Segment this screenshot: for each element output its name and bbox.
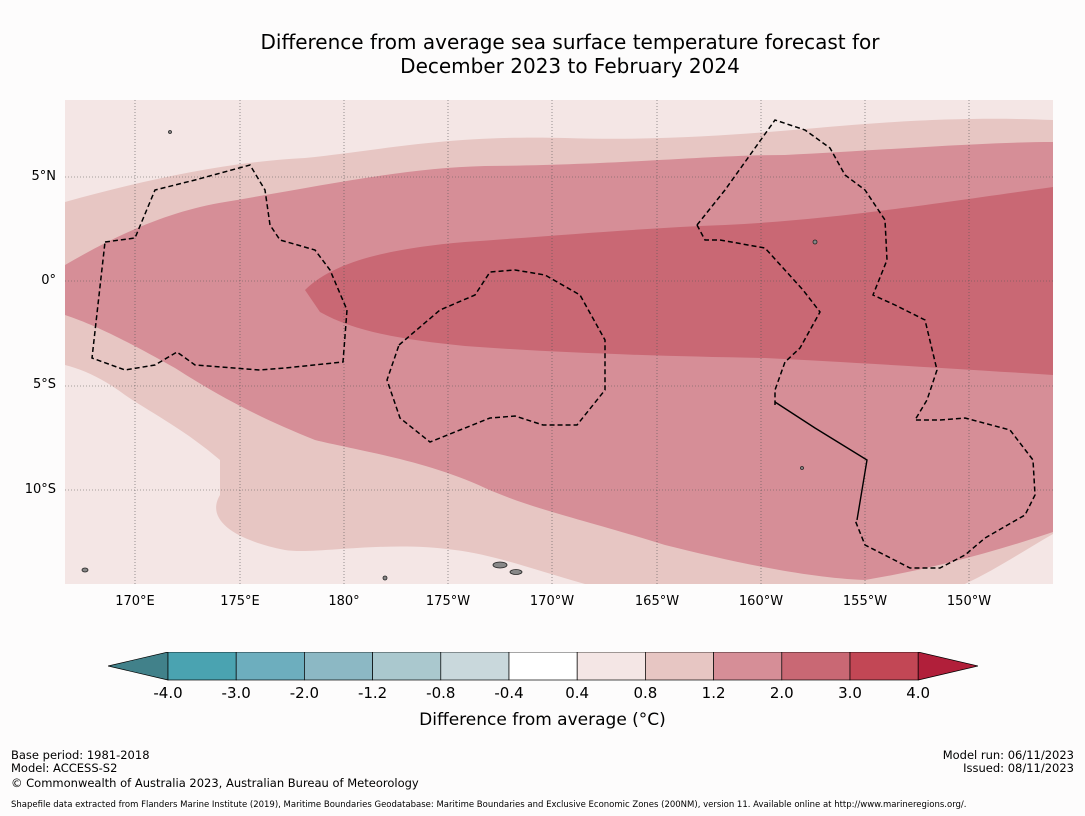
eez-line-islands xyxy=(696,224,821,405)
footer-right: Model run: 06/11/2023 Issued: 08/11/2023 xyxy=(943,749,1074,775)
lon-label-155w: 155°W xyxy=(842,594,888,609)
model-name: Model: ACCESS-S2 xyxy=(11,761,118,775)
map-title: Difference from average sea surface temp… xyxy=(0,30,1085,78)
copyright: © Commonwealth of Australia 2023, Austra… xyxy=(11,776,419,790)
lat-label-10s: 10°S xyxy=(24,482,56,497)
colorbar-cell xyxy=(508,652,578,681)
model-run: Model run: 06/11/2023 xyxy=(942,748,1074,762)
title-line-1: Difference from average sea surface temp… xyxy=(260,30,880,54)
colorbar-tick: 0.4 xyxy=(565,684,590,702)
colorbar-tick: -0.4 xyxy=(494,684,524,702)
colorbar-cell xyxy=(713,652,783,681)
contour-band-2-0 xyxy=(305,187,1053,375)
colorbar-cell xyxy=(235,652,305,681)
colorbar-cell xyxy=(372,652,442,681)
colorbar-tick: -4.0 xyxy=(153,684,183,702)
colorbar-tick: 0.8 xyxy=(633,684,658,702)
colorbar-tick: 1.2 xyxy=(701,684,726,702)
lon-label-180: 180° xyxy=(328,594,360,609)
colorbar-tick: 4.0 xyxy=(906,684,931,702)
colorbar-tick: -1.2 xyxy=(357,684,388,702)
colorbar-tick: -2.0 xyxy=(289,684,320,702)
lat-label-5n: 5°N xyxy=(31,169,57,184)
lon-label-170w: 170°W xyxy=(529,594,575,609)
issued-date: Issued: 08/11/2023 xyxy=(963,761,1074,775)
colorbar-label: Difference from average (°C) xyxy=(419,710,666,730)
colorbar-cell xyxy=(645,652,714,681)
lat-label-5s: 5°S xyxy=(32,377,56,392)
lat-label-0: 0° xyxy=(41,273,56,288)
shapefile-credit: Shapefile data extracted from Flanders M… xyxy=(11,800,967,810)
eez-line-islands-north xyxy=(696,119,1036,569)
colorbar xyxy=(108,652,978,681)
colorbar-cell xyxy=(576,652,646,681)
colorbar-cell xyxy=(167,652,237,681)
lon-label-175w: 175°W xyxy=(425,594,471,609)
colorbar-cell xyxy=(781,652,851,681)
colorbar-tick: -3.0 xyxy=(221,684,251,702)
title-line-2: December 2023 to February 2024 xyxy=(400,54,740,78)
eez-solid-boundary xyxy=(774,401,868,521)
sst-anomaly-map xyxy=(65,100,1053,584)
lon-label-150w: 150°W xyxy=(946,594,992,609)
eez-phoenix-islands xyxy=(386,269,606,443)
eez-tuvalu-kiribati-west xyxy=(91,164,348,371)
base-period: Base period: 1981-2018 xyxy=(11,748,150,762)
lon-label-165w: 165°W xyxy=(634,594,680,609)
map-canvas xyxy=(65,100,1053,584)
colorbar-extend-high xyxy=(917,652,978,681)
colorbar-tick: 2.0 xyxy=(769,684,794,702)
lon-label-175e: 175°E xyxy=(220,594,260,609)
colorbar-cell xyxy=(849,652,919,681)
colorbar-cell xyxy=(440,652,510,681)
lon-label-170e: 170°E xyxy=(115,594,155,609)
colorbar-tick: 3.0 xyxy=(838,684,862,702)
islands xyxy=(81,130,818,581)
lon-label-160w: 160°W xyxy=(738,594,784,609)
colorbar-cell xyxy=(304,652,373,681)
eez-boundaries xyxy=(91,119,1036,569)
footer-left: Base period: 1981-2018 Model: ACCESS-S2 … xyxy=(11,749,419,790)
colorbar-extend-low xyxy=(108,652,169,681)
colorbar-tick: -0.8 xyxy=(426,684,456,702)
